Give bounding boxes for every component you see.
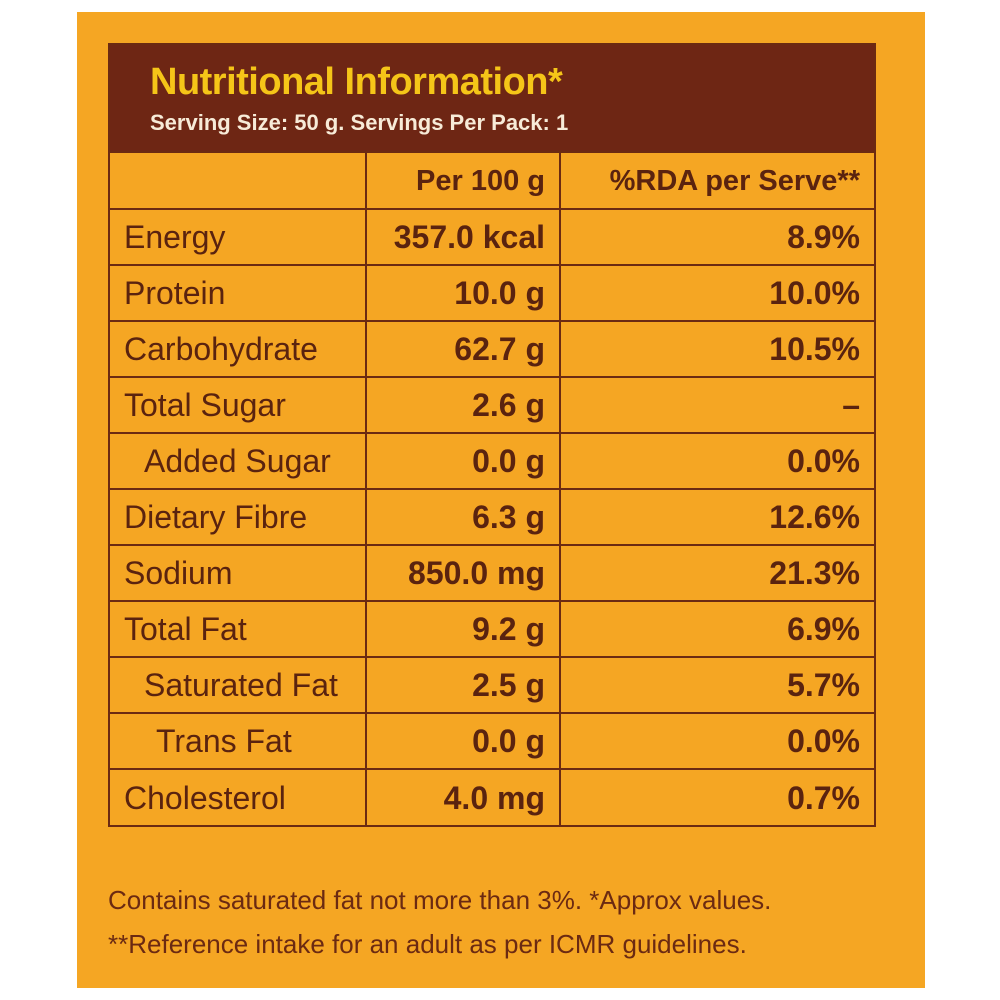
rda-value: 12.6% [559, 488, 874, 546]
table-row: Sodium 850.0 mg 21.3% [110, 544, 874, 602]
rda-value: 21.3% [559, 544, 874, 602]
rda-value: 10.5% [559, 320, 874, 378]
nutrient-name: Total Sugar [110, 376, 367, 434]
per-100g-value: 850.0 mg [365, 544, 561, 602]
per-100g-value: 2.5 g [365, 656, 561, 714]
rda-value: – [559, 376, 874, 434]
table-row: Cholesterol 4.0 mg 0.7% [110, 768, 874, 825]
table-row: Total Fat 9.2 g 6.9% [110, 600, 874, 658]
nutrient-name: Protein [110, 264, 367, 322]
nutrition-label-panel: Nutritional Information* Serving Size: 5… [77, 12, 925, 988]
table-row: Protein 10.0 g 10.0% [110, 264, 874, 322]
footnote-reference-intake: **Reference intake for an adult as per I… [108, 929, 747, 959]
nutrient-name: Dietary Fibre [110, 488, 367, 546]
table-row: Added Sugar 0.0 g 0.0% [110, 432, 874, 490]
table-row: Energy 357.0 kcal 8.9% [110, 208, 874, 266]
rda-value: 10.0% [559, 264, 874, 322]
nutrient-name: Trans Fat [110, 712, 367, 770]
column-header-per-100g: Per 100 g [365, 153, 561, 210]
nutrition-table-frame: Nutritional Information* Serving Size: 5… [108, 43, 876, 827]
per-100g-value: 2.6 g [365, 376, 561, 434]
table-header-row: Per 100 g %RDA per Serve** [110, 153, 874, 210]
per-100g-value: 0.0 g [365, 432, 561, 490]
rda-value: 0.0% [559, 712, 874, 770]
nutrition-table: Per 100 g %RDA per Serve** Energy 357.0 … [110, 153, 874, 825]
footnotes: Contains saturated fat not more than 3%.… [108, 878, 898, 966]
per-100g-value: 0.0 g [365, 712, 561, 770]
rda-value: 0.7% [559, 768, 874, 825]
per-100g-value: 10.0 g [365, 264, 561, 322]
table-row: Trans Fat 0.0 g 0.0% [110, 712, 874, 770]
rda-value: 6.9% [559, 600, 874, 658]
nutrient-name: Sodium [110, 544, 367, 602]
nutrient-name: Saturated Fat [110, 656, 367, 714]
per-100g-value: 9.2 g [365, 600, 561, 658]
footnote-saturated-fat: Contains saturated fat not more than 3%.… [108, 885, 772, 915]
nutrient-name: Added Sugar [110, 432, 367, 490]
serving-info: Serving Size: 50 g. Servings Per Pack: 1 [150, 110, 569, 135]
table-row: Dietary Fibre 6.3 g 12.6% [110, 488, 874, 546]
table-row: Saturated Fat 2.5 g 5.7% [110, 656, 874, 714]
nutrient-name: Carbohydrate [110, 320, 367, 378]
per-100g-value: 62.7 g [365, 320, 561, 378]
nutrition-header: Nutritional Information* Serving Size: 5… [110, 45, 874, 153]
per-100g-value: 6.3 g [365, 488, 561, 546]
nutrient-name: Cholesterol [110, 768, 367, 825]
column-header-nutrient [110, 153, 367, 210]
table-row: Total Sugar 2.6 g – [110, 376, 874, 434]
rda-value: 0.0% [559, 432, 874, 490]
nutrition-title: Nutritional Information* [150, 61, 563, 103]
nutrient-name: Total Fat [110, 600, 367, 658]
per-100g-value: 4.0 mg [365, 768, 561, 825]
rda-value: 8.9% [559, 208, 874, 266]
per-100g-value: 357.0 kcal [365, 208, 561, 266]
nutrient-name: Energy [110, 208, 367, 266]
table-row: Carbohydrate 62.7 g 10.5% [110, 320, 874, 378]
rda-value: 5.7% [559, 656, 874, 714]
column-header-rda: %RDA per Serve** [559, 153, 874, 210]
